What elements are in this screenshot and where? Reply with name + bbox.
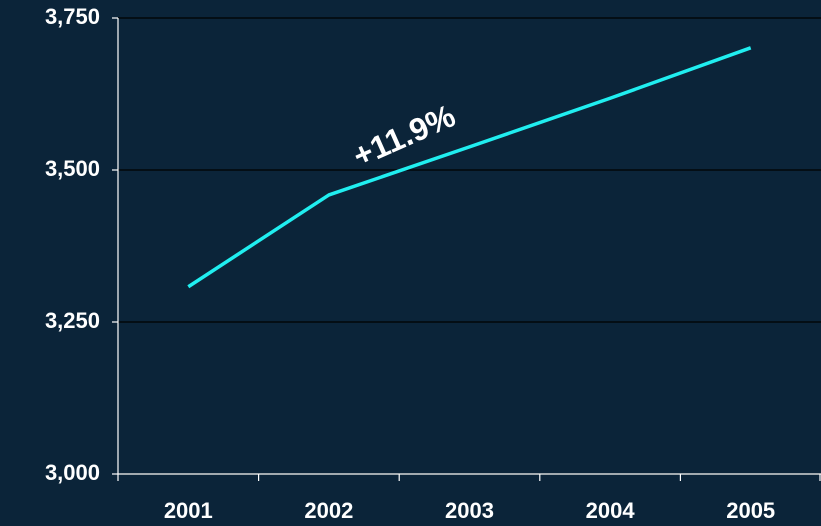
x-tick-label: 2001 <box>164 498 213 523</box>
x-tick-label: 2005 <box>726 498 775 523</box>
x-tick-label: 2004 <box>586 498 636 523</box>
y-tick-label: 3,250 <box>45 308 100 333</box>
y-tick-label: 3,500 <box>45 156 100 181</box>
x-tick-label: 2002 <box>304 498 353 523</box>
data-line <box>187 46 752 289</box>
x-tick-label: 2003 <box>445 498 494 523</box>
y-tick-label: 3,750 <box>45 4 100 29</box>
y-tick-label: 3,000 <box>45 460 100 485</box>
